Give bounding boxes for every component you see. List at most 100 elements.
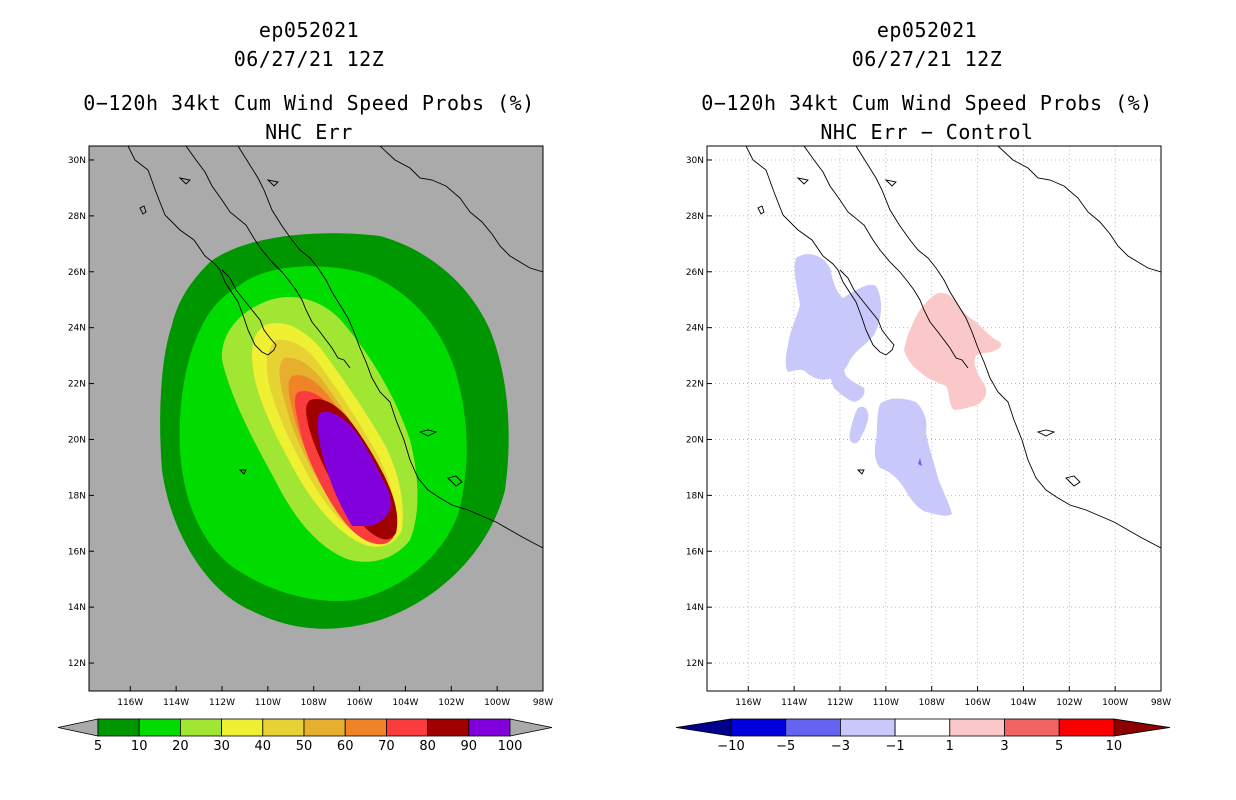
island-2 bbox=[178, 177, 191, 185]
storm-id-title: ep052021 bbox=[258, 18, 360, 42]
colorbar-box bbox=[949, 718, 1005, 737]
lon-tick-label: 102W bbox=[438, 698, 464, 708]
lon-tick-label: 112W bbox=[827, 698, 853, 708]
island-5 bbox=[447, 475, 463, 487]
lat-tick-label: 18N bbox=[686, 491, 704, 501]
baja-west-coast bbox=[127, 146, 277, 356]
colorbar-box bbox=[730, 718, 787, 737]
colorbar-label: 40 bbox=[255, 739, 272, 754]
island-4 bbox=[1036, 429, 1056, 437]
diff-zone-negative-tiny bbox=[849, 406, 869, 444]
colorbar-box bbox=[344, 718, 387, 737]
lon-tick-label: 116W bbox=[117, 698, 143, 708]
lon-tick-label: 104W bbox=[392, 698, 418, 708]
coastline bbox=[745, 146, 1161, 549]
diff-zone-negative-west bbox=[785, 254, 882, 380]
colorbar-box bbox=[385, 718, 428, 737]
colorbar-label: 50 bbox=[296, 739, 313, 754]
colorbar-label: 80 bbox=[419, 739, 436, 754]
storm-id-title: ep052021 bbox=[876, 18, 978, 42]
colorbar-label: 20 bbox=[172, 739, 189, 754]
lat-tick-label: 22N bbox=[68, 380, 86, 390]
lon-tick-label: 114W bbox=[163, 698, 189, 708]
colorbar-label: 5 bbox=[1055, 739, 1063, 754]
lat-tick-label: 18N bbox=[68, 491, 86, 501]
product-title: 0−120h 34kt Cum Wind Speed Probs (%) bbox=[83, 91, 535, 115]
island-5 bbox=[1065, 475, 1081, 487]
colorbar-label: 3 bbox=[1000, 739, 1008, 754]
lat-tick-label: 16N bbox=[68, 547, 86, 557]
lon-tick-label: 116W bbox=[735, 698, 761, 708]
colorbar-box bbox=[1004, 718, 1060, 737]
coastline bbox=[127, 146, 543, 549]
datetime-title: 06/27/21 12Z bbox=[233, 47, 385, 71]
colorbar-under-triangle bbox=[57, 718, 99, 737]
colorbar-label: 60 bbox=[337, 739, 354, 754]
lon-tick-label: 98W bbox=[533, 698, 553, 708]
mainland-north bbox=[379, 146, 543, 273]
lat-tick-label: 12N bbox=[686, 659, 704, 669]
colorbar-box bbox=[221, 718, 264, 737]
diff-zone-positive bbox=[904, 292, 1002, 410]
island-3 bbox=[884, 179, 897, 187]
island-1 bbox=[139, 205, 147, 215]
mainland-coast bbox=[237, 146, 543, 549]
lon-tick-label: 112W bbox=[209, 698, 235, 708]
colorbar-box bbox=[894, 718, 951, 737]
colorbar: −10 −5 −3 −1 1 3 5 10 bbox=[675, 718, 1171, 754]
colorbar-over-triangle bbox=[1113, 718, 1171, 737]
left-panel: ep052021 06/27/21 12Z 0−120h 34kt Cum Wi… bbox=[57, 18, 553, 754]
lat-tick-label: 26N bbox=[686, 268, 704, 278]
subtitle: NHC Err bbox=[265, 120, 353, 144]
datetime-title: 06/27/21 12Z bbox=[851, 47, 1003, 71]
map-frame bbox=[706, 145, 1162, 692]
lon-tick-label: 110W bbox=[873, 698, 899, 708]
lon-tick-label: 104W bbox=[1010, 698, 1036, 708]
baja-east-coast bbox=[803, 146, 969, 369]
lon-tick-label: 100W bbox=[1102, 698, 1128, 708]
colorbar-label: −10 bbox=[717, 739, 744, 754]
colorbar-box bbox=[1058, 718, 1115, 737]
colorbar-label: −1 bbox=[886, 739, 905, 754]
product-title: 0−120h 34kt Cum Wind Speed Probs (%) bbox=[701, 91, 1153, 115]
subtitle: NHC Err − Control bbox=[820, 120, 1034, 144]
map-frame bbox=[88, 145, 544, 692]
lon-tick-label: 100W bbox=[484, 698, 510, 708]
mainland-north bbox=[997, 146, 1161, 273]
island-6 bbox=[238, 469, 247, 475]
lat-tick-label: 24N bbox=[686, 324, 704, 334]
diff-zone-negative-small bbox=[830, 362, 865, 402]
colorbar-under-triangle bbox=[675, 718, 732, 737]
colorbar-label: 1 bbox=[946, 739, 954, 754]
lon-tick-label: 114W bbox=[781, 698, 807, 708]
baja-east-coast bbox=[185, 146, 351, 369]
axis-ticks: 30N 28N 26N 24N 22N 20N 18N 16N 14N 12N 116W 114W 11… bbox=[68, 156, 553, 708]
colorbar-box bbox=[468, 718, 511, 737]
colorbar-label: 100 bbox=[498, 739, 523, 754]
lon-tick-label: 108W bbox=[919, 698, 945, 708]
colorbar-label: −3 bbox=[831, 739, 850, 754]
probability-contours bbox=[160, 233, 509, 629]
colorbar-label: 90 bbox=[461, 739, 478, 754]
left-map-svg: 30N 28N 26N 24N 22N 20N 18N 16N 14N 12N 116W 114W 11… bbox=[57, 145, 553, 754]
colorbar-box bbox=[427, 718, 470, 737]
lat-tick-label: 28N bbox=[686, 212, 704, 222]
right-panel: ep052021 06/27/21 12Z 0−120h 34kt Cum Wi… bbox=[618, 0, 1236, 800]
colorbar-label: 70 bbox=[378, 739, 395, 754]
lon-tick-label: 108W bbox=[301, 698, 327, 708]
island-4 bbox=[418, 429, 438, 437]
island-3 bbox=[266, 179, 279, 187]
island-6 bbox=[856, 469, 865, 475]
axis-ticks: 30N 28N 26N 24N 22N 20N 18N 16N 14N 12N 116W 114W 11… bbox=[686, 156, 1171, 708]
colorbar-box bbox=[262, 718, 305, 737]
island-2 bbox=[796, 177, 809, 185]
lat-tick-label: 30N bbox=[68, 156, 86, 166]
lat-tick-label: 16N bbox=[686, 547, 704, 557]
lat-tick-label: 20N bbox=[686, 435, 704, 445]
diff-zone-dark-speck bbox=[918, 458, 922, 466]
colorbar: 5 10 20 30 40 50 60 70 80 90 100 bbox=[57, 718, 553, 754]
lon-tick-label: 106W bbox=[965, 698, 991, 708]
difference-contours bbox=[785, 254, 1002, 516]
baja-west-coast bbox=[745, 146, 895, 356]
